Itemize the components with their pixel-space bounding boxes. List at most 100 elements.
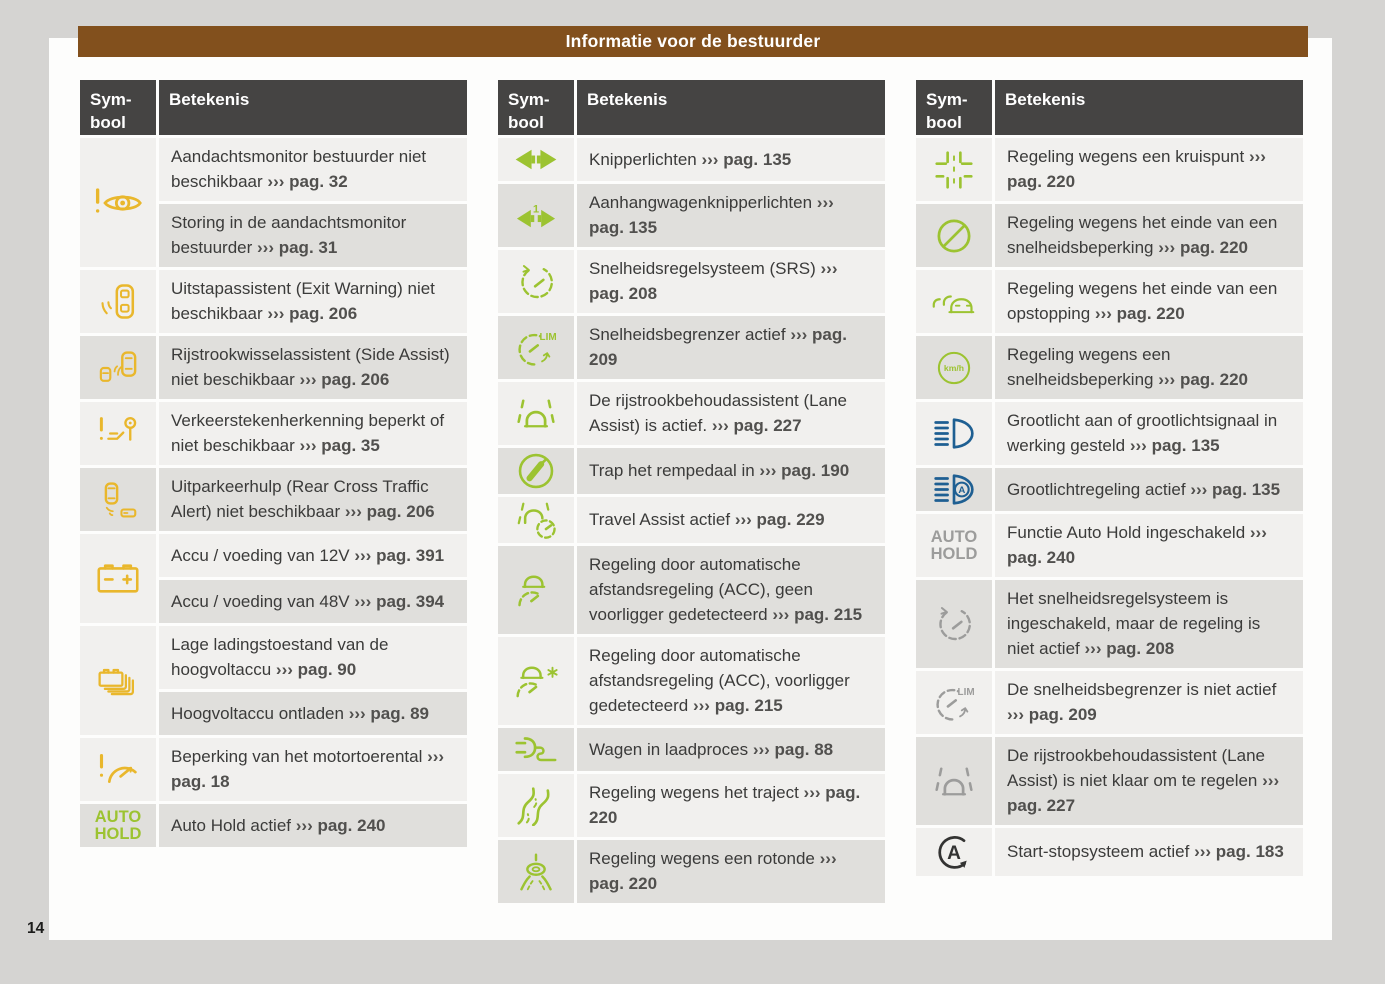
page-banner: Informatie voor de bestuurder: [78, 26, 1308, 57]
meaning-text: Accu / voeding van 48V: [171, 591, 350, 611]
svg-text:1: 1: [533, 203, 539, 215]
page-reference: ››› pag. 208: [589, 259, 838, 303]
symbol-column-header: Sym- bool: [80, 80, 156, 135]
turn-signals-icon: [498, 138, 574, 181]
meaning-cell: Knipperlichten ››› pag. 135: [577, 138, 885, 181]
meaning-cell: De rijstrookbehoudassistent (Lane Assist…: [577, 382, 885, 445]
meaning-cell: Start-stopsysteem actief ››› pag. 183: [995, 828, 1303, 876]
meaning-cell: Wagen in laadproces ››› pag. 88: [577, 728, 885, 771]
meaning-text: De rijstrookbehoudassistent (Lane Assist…: [1007, 746, 1265, 790]
meaning-text: Aanhangwagenknipperlichten: [589, 193, 813, 212]
end-of-traffic-jam-icon: [916, 270, 992, 333]
meaning-column-header: Betekenis: [577, 80, 885, 135]
meaning-text: Beperking van het motortoerental: [171, 747, 423, 766]
speed-limiter-icon: LIM: [498, 316, 574, 379]
meaning-text: Grootlicht aan of grootlichtsignaal in w…: [1007, 411, 1278, 455]
meaning-cell: Regeling wegens een kruispunt ››› pag. 2…: [995, 138, 1303, 201]
meaning-text: Lage ladingstoestand van de hoogvoltaccu: [171, 635, 389, 679]
page-reference: ››› pag. 135: [1190, 479, 1281, 499]
meaning-text: Uitparkeerhulp (Rear Cross Traffic Alert…: [171, 477, 429, 521]
page-reference: ››› pag. 206: [299, 370, 390, 389]
meaning-text: Functie Auto Hold ingeschakeld: [1007, 523, 1246, 542]
page-reference: ››› pag. 31: [257, 238, 338, 257]
page-reference: ››› pag. 89: [348, 703, 429, 723]
lane-assist-icon: [498, 382, 574, 445]
intersection-icon: [916, 138, 992, 201]
page-reference: ››› pag. 394: [354, 591, 445, 611]
meaning-cell: Auto Hold actief ››› pag. 240: [159, 804, 467, 847]
trailer-turn-signals-icon: 1: [498, 184, 574, 247]
meaning-cell: Snelheidsbegrenzer actief ››› pag. 209: [577, 316, 885, 379]
page-reference: ››› pag. 206: [344, 502, 435, 521]
engine-speed-limit-icon: [80, 738, 156, 801]
meaning-cell: Beperking van het motortoerental ››› pag…: [159, 738, 467, 801]
page-reference: ››› pag. 18: [171, 747, 445, 791]
meaning-cell: Hoogvoltaccu ontladen ››› pag. 89: [159, 692, 467, 735]
meaning-cell: Verkeerstekenherkenning beperkt of niet …: [159, 402, 467, 465]
meaning-text: Uitstapassistent (Exit Warning) niet bes…: [171, 279, 435, 323]
meaning-cell: Accu / voeding van 12V ››› pag. 391: [159, 534, 467, 577]
meaning-text: Knipperlichten: [589, 149, 697, 169]
meaning-cell: Regeling wegens het einde van een opstop…: [995, 270, 1303, 333]
meaning-text: Storing in de aandachtsmonitor bestuurde…: [171, 213, 407, 257]
meaning-text: De rijstrookbehoudassistent (Lane Assist…: [589, 391, 847, 435]
meaning-cell: Storing in de aandachtsmonitor bestuurde…: [159, 204, 467, 267]
meaning-text: Snelheidsregelsysteem (SRS): [589, 259, 816, 278]
page-reference: ››› pag. 220: [1094, 304, 1185, 323]
battery-icon: [80, 534, 156, 623]
meaning-cell: Regeling wegens een snelheidsbeperking ›…: [995, 336, 1303, 399]
symbols-table-left: Sym- bool Betekenis Aandachtsmonitor bestu…: [80, 80, 467, 903]
start-stop-system-icon: A: [916, 828, 992, 876]
page-reference: ››› pag. 135: [1129, 436, 1220, 455]
meaning-text: Trap het rempedaal in: [589, 461, 755, 480]
page-reference: ››› pag. 209: [1007, 705, 1097, 724]
meaning-text: Hoogvoltaccu ontladen: [171, 703, 344, 723]
page-reference: ››› pag. 391: [354, 545, 445, 565]
page-reference: ››› pag. 227: [1007, 771, 1280, 815]
svg-text:km/h: km/h: [944, 363, 964, 373]
svg-text:LIM: LIM: [540, 332, 557, 343]
symbols-table-right: Sym- bool Betekenis Regeling wegens een kr…: [916, 80, 1303, 903]
meaning-cell: Snelheidsregelsysteem (SRS) ››› pag. 208: [577, 250, 885, 313]
meaning-text: Het snelheidsregelsysteem is ingeschakel…: [1007, 589, 1261, 658]
meaning-text: Rijstrookwisselassistent (Side Assist) n…: [171, 345, 450, 389]
page-reference: ››› pag. 227: [711, 416, 802, 435]
svg-text:A: A: [958, 485, 965, 496]
meaning-cell: Regeling door automatische afstandsregel…: [577, 546, 885, 634]
page-reference: ››› pag. 35: [299, 436, 380, 455]
meaning-text: Regeling door automatische afstandsregel…: [589, 555, 813, 624]
meaning-text: Regeling wegens een kruispunt: [1007, 147, 1245, 166]
page-reference: ››› pag. 183: [1194, 842, 1284, 861]
page-reference: ››› pag. 206: [267, 304, 358, 323]
lane-assist-icon: [916, 737, 992, 825]
meaning-text: De snelheidsbegrenzer is niet actief: [1007, 680, 1277, 699]
page-reference: ››› pag. 220: [589, 783, 861, 827]
auto-hold-icon: AUTO HOLD: [80, 804, 156, 847]
meaning-cell: Lage ladingstoestand van de hoogvoltaccu…: [159, 626, 467, 689]
meaning-text: Snelheidsbegrenzer actief: [589, 325, 786, 344]
meaning-cell: Grootlicht aan of grootlichtsignaal in w…: [995, 402, 1303, 465]
meaning-cell: Het snelheidsregelsysteem is ingeschakel…: [995, 580, 1303, 668]
meaning-text: Regeling wegens een snelheidsbeperking: [1007, 345, 1171, 389]
meaning-cell: Uitstapassistent (Exit Warning) niet bes…: [159, 270, 467, 333]
cruise-control-icon: [498, 250, 574, 313]
page-reference: ››› pag. 220: [1158, 238, 1248, 257]
meaning-text: Grootlichtregeling actief: [1007, 479, 1186, 499]
meaning-cell: Accu / voeding van 48V ››› pag. 394: [159, 580, 467, 623]
meaning-text: Regeling wegens het einde van een opstop…: [1007, 279, 1278, 323]
meaning-cell: Functie Auto Hold ingeschakeld ››› pag. …: [995, 514, 1303, 577]
high-voltage-battery-icon: [80, 626, 156, 735]
page-title: Informatie voor de bestuurder: [565, 31, 821, 51]
meaning-text: Accu / voeding van 12V: [171, 545, 350, 565]
meaning-cell: Uitparkeerhulp (Rear Cross Traffic Alert…: [159, 468, 467, 531]
acc-no-vehicle-icon: [498, 546, 574, 634]
end-of-speed-limit-icon: [916, 204, 992, 267]
meaning-text: Auto Hold actief: [171, 815, 292, 835]
svg-text:LIM: LIM: [958, 687, 975, 698]
page-reference: ››› pag. 215: [772, 605, 863, 624]
symbol-column-header: Sym- bool: [916, 80, 992, 135]
meaning-column-header: Betekenis: [159, 80, 467, 135]
meaning-text: Regeling wegens het einde van een snelhe…: [1007, 213, 1278, 257]
meaning-text: Wagen in laadproces: [589, 739, 749, 759]
